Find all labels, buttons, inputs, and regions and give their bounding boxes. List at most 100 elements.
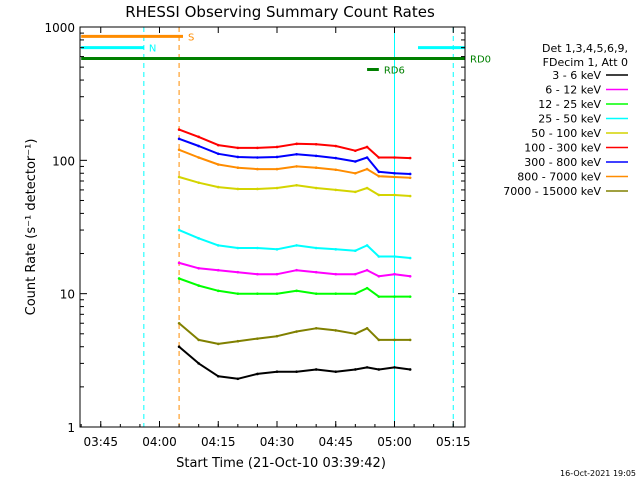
data-point — [314, 368, 318, 371]
legend-entry-label-1: 6 - 12 keV — [545, 84, 601, 97]
series-line-7 — [178, 148, 411, 179]
data-point — [334, 370, 338, 373]
state-bar-label-0: S — [188, 32, 194, 43]
data-point — [275, 334, 279, 338]
data-point — [393, 156, 396, 159]
data-point — [393, 295, 396, 298]
data-point — [236, 270, 240, 274]
data-point — [377, 368, 381, 371]
data-point — [334, 188, 338, 192]
data-point — [236, 187, 240, 191]
data-point — [314, 246, 318, 250]
legend-entry-label-8: 7000 - 15000 keV — [503, 185, 601, 198]
data-point — [354, 190, 357, 194]
data-point — [236, 377, 240, 381]
data-point — [197, 237, 200, 240]
data-point — [197, 338, 200, 342]
chart-title: RHESSI Observing Summary Count Rates — [125, 3, 435, 21]
data-point — [197, 266, 200, 270]
data-point — [275, 186, 279, 190]
data-point — [295, 152, 298, 156]
data-point — [256, 187, 259, 191]
x-tick-label-4: 04:45 — [318, 435, 353, 449]
series-points-2 — [177, 277, 412, 298]
data-point — [216, 342, 220, 346]
data-point — [314, 154, 318, 158]
data-point — [314, 166, 318, 170]
data-point — [354, 332, 357, 336]
y-tick-label-0: 1 — [67, 421, 75, 435]
series-line-0 — [178, 345, 411, 380]
data-point — [216, 268, 220, 272]
data-point — [377, 156, 381, 159]
data-point — [365, 145, 369, 149]
data-point — [275, 155, 279, 159]
data-point — [314, 142, 318, 146]
data-point — [393, 272, 396, 276]
data-point — [177, 148, 181, 152]
y-tick-label-2: 100 — [52, 154, 75, 168]
data-point — [236, 292, 240, 295]
data-point — [295, 244, 298, 247]
data-point — [334, 144, 338, 148]
series-points-7 — [177, 148, 412, 180]
data-point — [334, 329, 338, 332]
data-point — [295, 289, 298, 293]
data-point — [295, 330, 298, 333]
data-point — [354, 272, 357, 276]
x-tick-label-2: 04:15 — [201, 435, 236, 449]
data-point — [408, 368, 412, 371]
data-point — [256, 156, 259, 159]
series-line-4 — [178, 176, 411, 197]
data-point — [236, 146, 240, 150]
data-point — [393, 175, 396, 179]
data-point — [216, 185, 220, 189]
data-point — [334, 272, 338, 276]
data-point — [177, 277, 181, 280]
data-point — [334, 156, 338, 160]
x-tick-label-6: 05:15 — [436, 435, 471, 449]
x-tick-label-1: 04:00 — [142, 435, 177, 449]
state-bar-label-4: RD6 — [384, 66, 405, 77]
data-point — [236, 166, 240, 170]
series-line-1 — [178, 261, 411, 278]
data-point — [177, 261, 181, 265]
series-line-3 — [178, 229, 411, 259]
data-point — [177, 321, 181, 325]
data-point — [314, 292, 318, 295]
data-point — [295, 165, 298, 168]
series-points-1 — [177, 261, 412, 278]
series-line-5 — [178, 128, 411, 160]
series-points-6 — [177, 137, 412, 176]
data-point — [365, 244, 369, 247]
data-point — [377, 295, 381, 298]
data-point — [408, 338, 412, 342]
data-point — [408, 295, 412, 298]
data-point — [393, 255, 396, 258]
legend-entry-label-5: 100 - 300 keV — [524, 142, 601, 155]
series-line-6 — [178, 137, 411, 175]
state-bar-label-3: RD0 — [470, 55, 491, 66]
data-point — [275, 167, 279, 171]
data-point — [256, 272, 259, 276]
series-points-3 — [177, 228, 412, 260]
data-point — [377, 174, 381, 178]
data-point — [334, 248, 338, 251]
data-point — [256, 167, 259, 171]
x-tick-label-3: 04:30 — [260, 435, 295, 449]
data-point — [275, 370, 279, 373]
data-point — [177, 175, 181, 179]
series-line-8 — [178, 322, 411, 345]
data-point — [365, 156, 369, 159]
data-point — [177, 128, 181, 131]
legend-header-line-2: FDecim 1, Att 0 — [543, 56, 628, 69]
data-point — [365, 186, 369, 190]
data-point — [408, 194, 412, 198]
legend-entry-label-6: 300 - 800 keV — [524, 156, 601, 169]
data-point — [377, 274, 381, 278]
data-point — [354, 149, 357, 153]
data-point — [408, 176, 412, 180]
data-point — [236, 246, 240, 250]
